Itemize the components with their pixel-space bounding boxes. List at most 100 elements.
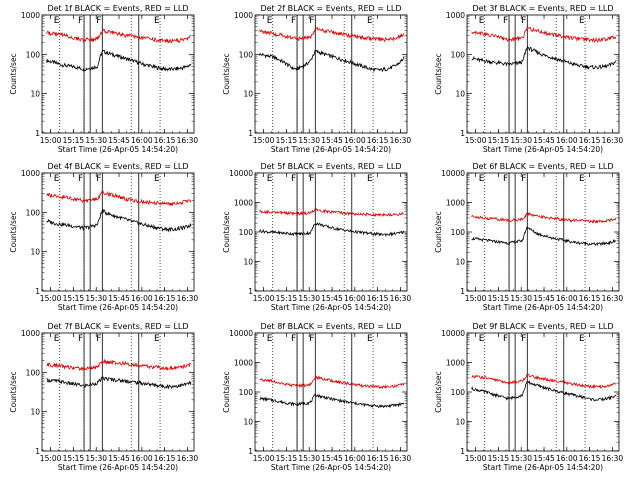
x-tick-label: 16:30 xyxy=(177,454,199,463)
x-tick-label: 15:15 xyxy=(488,136,510,145)
chart-panel: Det 9f BLACK = Events, RED = LLD 1 10 100 10… xyxy=(434,322,623,472)
x-tick-label: 15:15 xyxy=(276,454,298,463)
x-tick-label: 16:15 xyxy=(367,136,389,145)
event-flag-label: E xyxy=(54,334,60,344)
chart-panel: Det 8f BLACK = Events, RED = LLD 1 10 100 10… xyxy=(222,322,411,472)
plot-frame xyxy=(466,14,620,134)
y-tick-label: 10000 xyxy=(229,329,253,338)
y-tick-label: 10 xyxy=(455,258,465,267)
event-flag-label: E xyxy=(479,334,485,344)
y-tick-label: 10 xyxy=(243,418,253,427)
x-axis-label: Start Time (26-Apr-05 14:54:20) xyxy=(483,145,603,154)
chart-panel: Det 3f BLACK = Events, RED = LLD 1 10 100 10… xyxy=(434,4,623,154)
y-axis-label: Counts/sec xyxy=(222,211,231,252)
events-series-line xyxy=(471,45,617,70)
plot-frame xyxy=(254,332,408,452)
lld-series-line xyxy=(46,358,192,372)
y-tick-label: 100 xyxy=(451,228,466,237)
y-tick-label: 1 xyxy=(248,129,253,138)
chart-title: Det 7f BLACK = Events, RED = LLD xyxy=(47,322,188,331)
x-tick-label: 15:15 xyxy=(63,454,85,463)
y-tick-label: 1000 xyxy=(446,199,465,208)
lld-series-line xyxy=(259,27,405,43)
events-series-line xyxy=(46,376,192,390)
event-flag-label: E xyxy=(267,174,273,184)
x-tick-label: 15:00 xyxy=(465,454,487,463)
y-tick-label: 1000 xyxy=(446,359,465,368)
plot-frame xyxy=(466,172,620,292)
x-axis-label: Start Time (26-Apr-05 14:54:20) xyxy=(58,145,178,154)
chart-panel: Det 1f BLACK = Events, RED = LLD 1 10 100 10… xyxy=(9,4,198,154)
y-tick-label: 10 xyxy=(30,408,40,417)
event-flag-label: E xyxy=(479,174,485,184)
event-flag-label: F xyxy=(521,174,526,184)
y-tick-label: 100 xyxy=(26,368,41,377)
x-tick-label: 16:30 xyxy=(602,136,624,145)
y-tick-label: 100 xyxy=(26,208,41,217)
x-tick-label: 15:45 xyxy=(321,294,343,303)
y-tick-label: 100 xyxy=(451,50,466,59)
chart-title: Det 3f BLACK = Events, RED = LLD xyxy=(472,4,613,13)
y-axis-label: Counts/sec xyxy=(222,53,231,94)
event-flag-label: F xyxy=(78,174,83,184)
x-tick-label: 16:30 xyxy=(390,136,412,145)
chart-title: Det 9f BLACK = Events, RED = LLD xyxy=(472,322,613,331)
y-tick-label: 100 xyxy=(239,228,254,237)
x-tick-label: 15:30 xyxy=(298,136,320,145)
event-flag-label: E xyxy=(154,334,160,344)
plot-frame xyxy=(41,172,195,292)
chart-panel: Det 5f BLACK = Events, RED = LLD 1 10 100 10… xyxy=(222,162,411,312)
event-flag-label: E xyxy=(367,334,373,344)
x-tick-label: 16:15 xyxy=(367,454,389,463)
x-axis-label: Start Time (26-Apr-05 14:54:20) xyxy=(271,145,391,154)
x-tick-label: 16:00 xyxy=(556,294,578,303)
event-flag-label: F xyxy=(96,174,101,184)
events-series-line xyxy=(259,49,405,73)
y-axis-label: Counts/sec xyxy=(434,211,443,252)
event-flag-label: E xyxy=(579,334,585,344)
x-tick-label: 15:45 xyxy=(533,454,555,463)
x-tick-label: 15:00 xyxy=(253,454,275,463)
x-tick-label: 16:00 xyxy=(131,454,153,463)
event-flag-label: E xyxy=(267,16,273,26)
x-tick-label: 15:30 xyxy=(85,454,107,463)
y-axis-label: Counts/sec xyxy=(222,371,231,412)
lld-series-line xyxy=(471,211,617,224)
chart-title: Det 8f BLACK = Events, RED = LLD xyxy=(260,322,401,331)
event-flag-label: E xyxy=(579,174,585,184)
y-tick-label: 1 xyxy=(460,447,465,456)
x-tick-label: 15:45 xyxy=(108,136,130,145)
event-flag-label: F xyxy=(309,16,314,26)
x-tick-label: 16:30 xyxy=(602,454,624,463)
x-tick-label: 16:30 xyxy=(390,294,412,303)
x-tick-label: 15:30 xyxy=(298,454,320,463)
event-flag-label: E xyxy=(154,16,160,26)
y-tick-label: 1000 xyxy=(446,11,465,20)
lld-series-line xyxy=(259,208,405,218)
x-tick-label: 15:00 xyxy=(40,136,62,145)
event-flag-label: E xyxy=(367,16,373,26)
y-tick-label: 1 xyxy=(35,287,40,296)
x-tick-label: 16:00 xyxy=(556,136,578,145)
y-axis-label: Counts/sec xyxy=(9,371,18,412)
x-tick-label: 16:00 xyxy=(556,454,578,463)
y-axis-label: Counts/sec xyxy=(434,53,443,94)
y-tick-label: 100 xyxy=(26,50,41,59)
y-tick-label: 1000 xyxy=(234,199,253,208)
chart-title: Det 4f BLACK = Events, RED = LLD xyxy=(47,162,188,171)
x-tick-label: 16:15 xyxy=(154,294,176,303)
y-tick-label: 100 xyxy=(239,388,254,397)
event-flag-label: F xyxy=(78,334,83,344)
plot-frame xyxy=(254,14,408,134)
chart-title: Det 6f BLACK = Events, RED = LLD xyxy=(472,162,613,171)
event-flag-label: E xyxy=(579,16,585,26)
x-tick-label: 15:30 xyxy=(85,294,107,303)
y-tick-label: 1000 xyxy=(21,169,40,178)
lld-series-line xyxy=(46,190,192,206)
x-tick-label: 15:45 xyxy=(108,454,130,463)
event-flag-label: F xyxy=(291,16,296,26)
event-flag-label: F xyxy=(503,334,508,344)
chart-title: Det 1f BLACK = Events, RED = LLD xyxy=(47,4,188,13)
events-series-line xyxy=(259,222,405,237)
